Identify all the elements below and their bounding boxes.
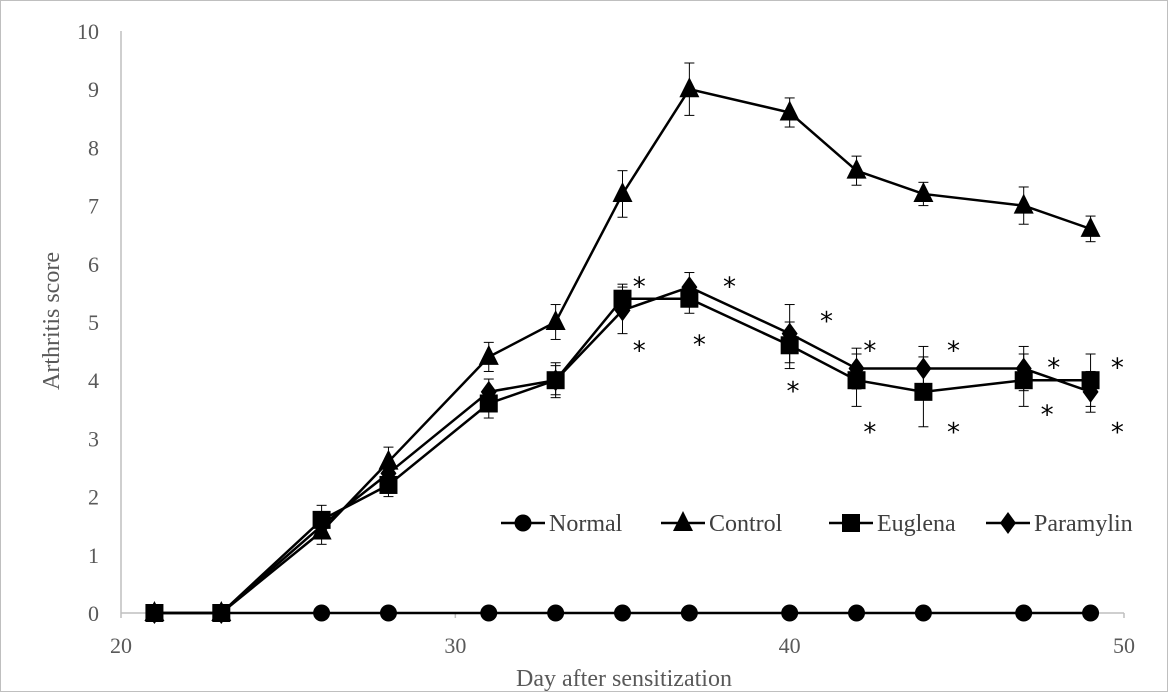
- significance-mark: *: [863, 418, 876, 448]
- legend-marker-euglena: [842, 514, 860, 532]
- series-layer: [144, 62, 1101, 624]
- paramylin-point: [781, 322, 798, 345]
- y-tick-label: 1: [88, 543, 99, 568]
- legend-label-normal: Normal: [549, 511, 623, 537]
- y-tick-label: 3: [88, 426, 99, 451]
- paramylin-point: [480, 380, 497, 403]
- y-tick-label: 9: [88, 77, 99, 102]
- legend-item-euglena: Euglena: [829, 511, 956, 537]
- paramylin-point: [848, 357, 865, 380]
- significance-mark: *: [633, 272, 646, 302]
- euglena-point: [914, 382, 933, 401]
- significance-mark: *: [947, 418, 960, 448]
- y-tick-label: 7: [88, 194, 99, 219]
- normal-point: [1015, 604, 1033, 622]
- normal-point: [848, 604, 866, 622]
- control-point: [378, 449, 399, 470]
- paramylin-point: [313, 514, 330, 537]
- series-normal: [212, 604, 1100, 622]
- control-point: [1013, 193, 1034, 214]
- control-point: [679, 77, 700, 98]
- series-euglena: [145, 283, 1100, 622]
- normal-point: [480, 604, 498, 622]
- paramylin-point: [146, 602, 163, 624]
- y-tick-label: 10: [77, 19, 99, 44]
- significance-mark: *: [1047, 354, 1060, 384]
- legend-label-control: Control: [709, 511, 783, 537]
- significance-mark: *: [863, 336, 876, 366]
- control-point: [913, 181, 934, 202]
- significance-mark: *: [693, 330, 706, 360]
- significance-mark: *: [820, 307, 833, 337]
- legend-marker-normal: [514, 514, 532, 532]
- control-point: [846, 158, 867, 179]
- x-axis-title: Day after sensitization: [516, 666, 732, 691]
- paramylin-point: [547, 369, 564, 392]
- y-tick-label: 5: [88, 310, 99, 335]
- significance-mark: *: [1041, 400, 1054, 430]
- normal-point: [914, 604, 932, 622]
- legend-item-normal: Normal: [501, 511, 623, 537]
- significance-mark: *: [1111, 418, 1124, 448]
- paramylin-point: [1082, 380, 1099, 403]
- axes: 20 30 40 50 0 1 2 3 4 5 6 7 8 9 10: [77, 19, 1135, 658]
- legend-marker-control: [673, 511, 693, 531]
- y-tick-label: 6: [88, 252, 99, 277]
- y-tick-label: 2: [88, 485, 99, 510]
- normal-point: [379, 604, 397, 622]
- normal-point: [547, 604, 565, 622]
- paramylin-point: [1015, 357, 1032, 380]
- significance-mark: *: [1111, 354, 1124, 384]
- legend-label-paramylin: Paramylin: [1034, 511, 1133, 537]
- legend: Normal Control Euglena Paramylin: [501, 511, 1133, 537]
- y-axis-title: Arthritis score: [39, 252, 65, 390]
- x-tick-label: 20: [110, 633, 132, 658]
- control-point: [612, 181, 633, 202]
- paramylin-point: [213, 602, 230, 624]
- control-point: [545, 310, 566, 330]
- normal-point: [1082, 604, 1100, 622]
- paramylin-point: [681, 276, 698, 299]
- control-point: [779, 100, 800, 121]
- normal-point: [313, 604, 331, 622]
- x-tick-label: 30: [444, 633, 466, 658]
- paramylin-point: [915, 357, 932, 380]
- control-point: [1080, 216, 1101, 237]
- legend-item-control: Control: [661, 511, 783, 537]
- significance-mark: *: [947, 336, 960, 366]
- normal-point: [680, 604, 698, 622]
- annotation-layer: * * * * * * * * * * * * * *: [633, 272, 1124, 448]
- normal-point: [781, 604, 799, 622]
- y-tick-label: 8: [88, 135, 99, 160]
- significance-mark: *: [723, 272, 736, 302]
- legend-marker-paramylin: [1000, 512, 1016, 534]
- paramylin-point: [614, 299, 631, 322]
- control-point: [478, 344, 499, 365]
- y-tick-label: 4: [88, 368, 99, 393]
- y-tick-label: 0: [88, 601, 99, 626]
- normal-point: [614, 604, 631, 622]
- legend-item-paramylin: Paramylin: [986, 511, 1133, 537]
- paramylin-point: [380, 462, 397, 485]
- series-paramylin: [146, 272, 1099, 624]
- legend-label-euglena: Euglena: [877, 511, 956, 537]
- significance-mark: *: [633, 336, 646, 366]
- x-tick-label: 40: [779, 633, 801, 658]
- significance-mark: *: [787, 377, 800, 407]
- x-tick-label: 50: [1113, 633, 1135, 658]
